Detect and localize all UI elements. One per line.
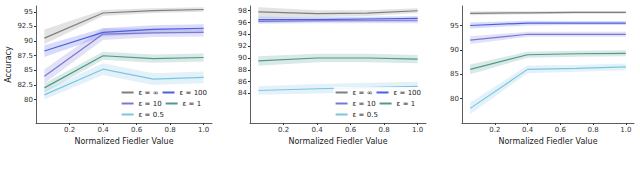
svg-text:0.2: 0.2 [278,126,289,134]
svg-text:Normalized Fiedler Value: Normalized Fiedler Value [288,137,387,146]
svg-text:95: 95 [450,22,459,30]
svg-text:87.5: 87.5 [17,52,33,60]
svg-text:0.6: 0.6 [345,126,357,134]
svg-text:86: 86 [238,78,247,86]
svg-text:ε = ∞: ε = ∞ [139,89,159,97]
svg-text:Normalized Fiedler Value: Normalized Fiedler Value [498,137,597,146]
svg-text:ε = 0.5: ε = 0.5 [353,111,378,119]
svg-text:92.5: 92.5 [17,22,33,30]
svg-text:1.0: 1.0 [412,126,423,134]
svg-text:1.0: 1.0 [198,126,209,134]
svg-text:90: 90 [238,54,247,62]
svg-text:0.8: 0.8 [165,126,176,134]
svg-text:85: 85 [450,70,459,78]
svg-text:ε = 100: ε = 100 [394,89,421,97]
svg-text:ε = 1: ε = 1 [397,100,416,108]
svg-text:80: 80 [450,95,459,103]
svg-text:0.6: 0.6 [131,126,143,134]
svg-text:85: 85 [24,66,33,74]
svg-text:80: 80 [24,96,33,104]
svg-text:98: 98 [238,7,247,15]
svg-text:ε = 10: ε = 10 [139,100,162,108]
svg-text:0.8: 0.8 [379,126,390,134]
svg-text:ε = 0.5: ε = 0.5 [139,111,164,119]
svg-text:82.5: 82.5 [17,81,33,89]
svg-text:0.4: 0.4 [522,126,534,134]
svg-text:88: 88 [238,66,247,74]
svg-text:90: 90 [24,37,33,45]
svg-text:0.2: 0.2 [64,126,75,134]
svg-text:0.6: 0.6 [555,126,567,134]
svg-text:90: 90 [450,46,459,54]
svg-text:0.4: 0.4 [311,126,323,134]
svg-text:Accuracy: Accuracy [4,46,13,83]
svg-text:84: 84 [238,89,247,97]
svg-text:92: 92 [238,42,247,50]
svg-text:ε = ∞: ε = ∞ [353,89,373,97]
svg-text:94: 94 [238,30,247,38]
svg-text:ε = 10: ε = 10 [353,100,376,108]
svg-text:0.2: 0.2 [489,126,500,134]
svg-text:1.0: 1.0 [620,126,631,134]
svg-text:ε = 1: ε = 1 [183,100,202,108]
svg-text:95: 95 [24,8,33,16]
svg-text:0.8: 0.8 [587,126,598,134]
svg-text:ε = 100: ε = 100 [180,89,207,97]
svg-text:Normalized Fiedler Value: Normalized Fiedler Value [74,137,173,146]
svg-text:96: 96 [238,19,247,27]
svg-text:0.4: 0.4 [97,126,109,134]
